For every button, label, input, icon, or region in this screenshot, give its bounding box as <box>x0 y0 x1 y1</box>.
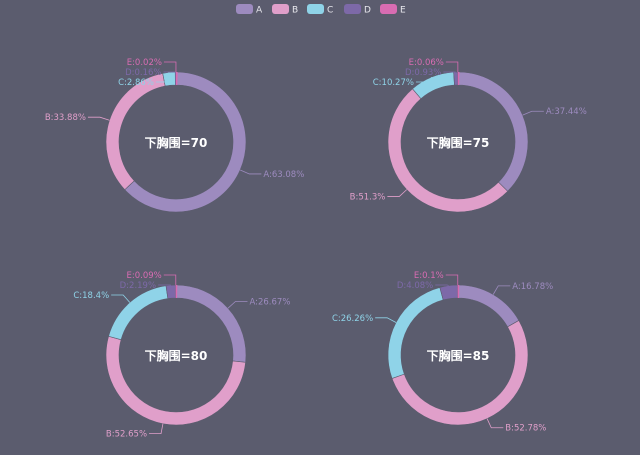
slice-label-a: A:63.08% <box>263 170 304 180</box>
slice-label-c: C:2.86% <box>118 78 154 88</box>
legend-item-e[interactable]: E <box>380 4 406 16</box>
label-leader-line <box>375 317 397 323</box>
label-leader-line <box>163 274 177 286</box>
slice-e[interactable] <box>175 285 178 299</box>
donut-center-title: 下胸围=70 <box>145 135 208 150</box>
slice-label-b: B:33.88% <box>45 113 86 123</box>
donut-center-title: 下胸围=85 <box>427 348 490 363</box>
legend-swatch <box>380 4 397 14</box>
donut-center-title: 下胸围=75 <box>427 135 490 150</box>
label-leader-line <box>111 294 131 303</box>
donut-chart-2: A:37.44% E:0.06%D:0.93%C:10.27% B:51.3% 下胸围… <box>350 58 587 213</box>
slice-label-a: A:37.44% <box>546 107 587 117</box>
legend-label: E <box>400 6 406 16</box>
slice-label-a: A:16.78% <box>512 282 553 292</box>
slice-b[interactable] <box>387 88 509 213</box>
legend-label: B <box>292 6 298 16</box>
legend-swatch <box>272 4 289 14</box>
label-leader-line <box>87 116 110 121</box>
legend-item-d[interactable]: D <box>344 4 371 16</box>
charts: A:63.08% E:0.02%D:0.16%C:2.86% B:33.88% 下胸围… <box>45 58 587 440</box>
slice-label-b: B:52.78% <box>505 424 546 434</box>
slice-label-d: D:0.16% <box>125 68 161 78</box>
slice-label-e: E:0.1% <box>414 271 444 281</box>
slice-label-e: E:0.02% <box>127 58 162 68</box>
slice-label-c: C:26.26% <box>332 314 373 324</box>
slice-d[interactable] <box>165 284 176 299</box>
slice-label-c: C:10.27% <box>373 78 414 88</box>
label-leader-line <box>445 61 459 73</box>
legend-label: A <box>256 6 263 16</box>
label-leader-line <box>155 72 170 83</box>
slice-c[interactable] <box>387 287 444 379</box>
slice-e[interactable] <box>457 284 460 299</box>
legend-swatch <box>307 4 324 14</box>
legend-swatch <box>344 4 361 14</box>
label-leader-line <box>149 423 164 434</box>
slice-label-c: C:18.4% <box>73 291 109 301</box>
legend-swatch <box>236 4 253 14</box>
slice-d[interactable] <box>439 284 458 301</box>
slice-b[interactable] <box>105 72 166 191</box>
donut-chart-3: A:26.67% E:0.09%D:2.19% C:18.4% B:52.65% 下胸围… <box>73 271 290 440</box>
slice-c[interactable] <box>162 71 176 87</box>
donut-chart-1: A:63.08% E:0.02%D:0.16%C:2.86% B:33.88% 下胸围… <box>45 58 304 213</box>
slice-a[interactable] <box>457 71 529 192</box>
legend-label: C <box>327 6 333 16</box>
donut-chart-4: A:16.78% B:52.78% E:0.1%D:4.08% C:26.26% 下胸围… <box>332 271 553 434</box>
slice-label-a: A:26.67% <box>249 297 290 307</box>
legend-item-b[interactable]: B <box>272 4 298 16</box>
legend: A B C D E <box>236 4 406 16</box>
label-leader-line <box>387 189 407 197</box>
slice-b[interactable] <box>391 320 529 426</box>
label-leader-line <box>415 76 433 83</box>
slice-label-e: E:0.06% <box>409 58 444 68</box>
slice-label-d: D:2.19% <box>120 281 156 291</box>
label-leader-line <box>445 274 459 286</box>
slice-a[interactable] <box>457 284 520 328</box>
legend-label: D <box>364 6 371 16</box>
label-leader-line <box>435 284 449 286</box>
label-leader-line <box>486 418 504 429</box>
slice-e[interactable] <box>175 72 178 86</box>
label-leader-line <box>492 285 511 295</box>
slice-label-d: D:4.08% <box>397 281 433 291</box>
label-leader-line <box>163 61 177 73</box>
label-leader-line <box>522 110 544 116</box>
slice-label-b: B:51.3% <box>350 192 386 202</box>
slice-label-d: D:0.93% <box>405 68 441 78</box>
label-leader-line <box>240 169 262 175</box>
slice-e[interactable] <box>457 72 460 86</box>
slice-label-b: B:52.65% <box>106 430 147 440</box>
legend-item-a[interactable]: A <box>236 4 263 16</box>
slice-label-e: E:0.09% <box>127 271 162 281</box>
label-leader-line <box>227 301 248 309</box>
legend-item-c[interactable]: C <box>307 4 333 16</box>
donut-center-title: 下胸围=80 <box>145 348 208 363</box>
slice-d[interactable] <box>453 71 459 86</box>
slice-c[interactable] <box>108 285 169 341</box>
